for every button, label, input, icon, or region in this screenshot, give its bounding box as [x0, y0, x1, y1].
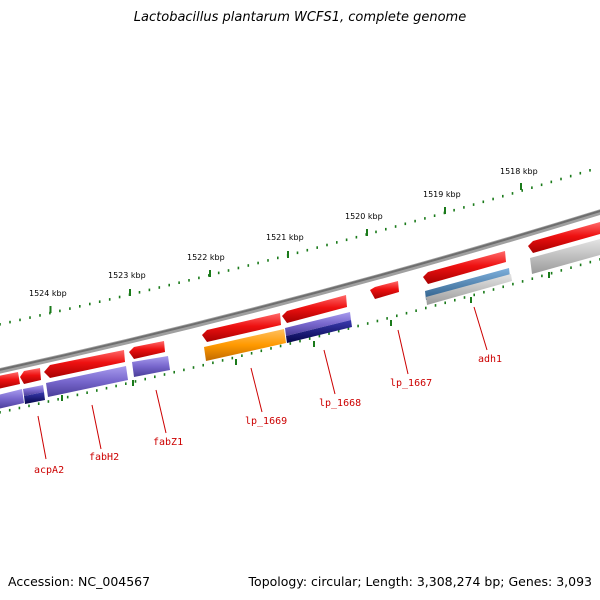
- feature-bar-lp_1669: [204, 329, 286, 361]
- ruler-label-1518: 1518 kbp: [500, 167, 538, 176]
- genes-value: 3,093: [556, 574, 592, 589]
- gene-label-leaders: [37, 306, 488, 460]
- cds-adh1: [423, 251, 506, 284]
- ruler-tick-1521: [287, 251, 289, 258]
- map-title: Lactobacillus plantarum WCFS1, complete …: [133, 10, 467, 25]
- cds-fabH2: [44, 350, 125, 378]
- gene-label-lp_1667: lp_1667: [390, 378, 432, 389]
- cds-lp_1668: [282, 295, 347, 323]
- cds-features: [0, 222, 600, 389]
- topology-label: Topology:: [248, 574, 308, 589]
- gene-label-adh1: adh1: [478, 354, 502, 365]
- length-value: 3,308,274 bp: [416, 574, 501, 589]
- gene-label-fabH2: fabH2: [89, 452, 119, 463]
- ruler-label-1523: 1523 kbp: [108, 271, 146, 280]
- cds-right-edge: [528, 222, 600, 253]
- feature-bar-fabH2: [46, 366, 128, 397]
- feature-bar-left: [0, 389, 24, 409]
- genome-stats-footer: Topology: circular; Length: 3,308,274 bp…: [248, 574, 592, 589]
- genes-label: Genes:: [508, 574, 553, 589]
- feature-bar-fabZ1: [132, 356, 170, 377]
- feature-bar-lp_1668: [285, 312, 351, 336]
- ruler-tick-1522: [209, 270, 211, 277]
- annotation-features: [0, 239, 600, 409]
- ruler-tick-1524: [49, 306, 52, 313]
- feature-bar-lp_1668-domain: [286, 320, 352, 343]
- ruler-dots: [0, 169, 591, 326]
- length-label: Length:: [365, 574, 413, 589]
- cds-lp_1669: [202, 313, 281, 342]
- accession-value: NC_004567: [78, 574, 151, 589]
- gene-label-acpA2: acpA2: [34, 465, 64, 476]
- gene-label-lp_1668: lp_1668: [319, 398, 361, 409]
- ruler-label-1522: 1522 kbp: [187, 253, 225, 262]
- accession-footer: Accession: NC_004567: [8, 574, 150, 589]
- cds-acpA2-left: [0, 372, 20, 389]
- feature-bar-right-edge: [530, 239, 600, 274]
- gene-label-fabZ1: fabZ1: [153, 437, 183, 448]
- gene-label-lp_1669: lp_1669: [245, 416, 287, 427]
- ruler-label-1519: 1519 kbp: [423, 190, 461, 199]
- ruler-label-1521: 1521 kbp: [266, 233, 304, 242]
- accession-label: Accession:: [8, 574, 75, 589]
- cds-acpA2: [20, 368, 41, 384]
- ruler-track: 1524 kbp 1523 kbp 1522 kbp 1521 kbp 1520…: [0, 167, 591, 326]
- ruler-tick-1520: [366, 229, 368, 236]
- ruler-tick-1518: [520, 183, 522, 190]
- ruler-label-1520: 1520 kbp: [345, 212, 383, 221]
- feature-bar-acpA2: [23, 385, 44, 396]
- ruler-tick-1519: [444, 207, 446, 214]
- cds-fabZ1: [129, 341, 165, 359]
- inner-track: [0, 258, 600, 414]
- inner-track-ticks: [61, 272, 550, 401]
- ruler-label-1524: 1524 kbp: [29, 289, 67, 298]
- topology-value: circular: [311, 574, 358, 589]
- genome-backbone: [0, 209, 600, 374]
- feature-bar-acpA2-domain: [24, 392, 45, 404]
- feature-bar-adh1-gray: [426, 274, 512, 305]
- cds-lp_1667: [370, 281, 399, 299]
- ruler-tick-1523: [129, 289, 131, 296]
